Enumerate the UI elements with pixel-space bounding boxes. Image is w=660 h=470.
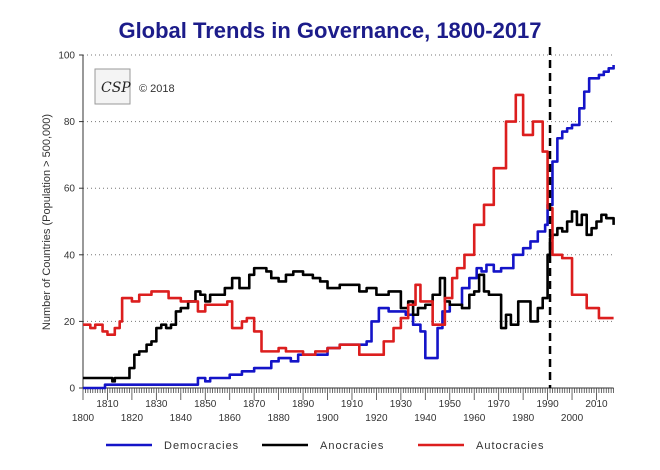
x-tick-label: 1950 [439, 399, 462, 410]
x-tick-label: 1860 [219, 413, 242, 424]
y-tick-label: 80 [64, 117, 76, 128]
logo-box [94, 68, 131, 105]
x-tick-label: 1960 [463, 413, 486, 424]
legend: Democracies Anocracies Autocracies [106, 440, 544, 452]
y-tick-label: 60 [64, 184, 76, 195]
x-tick-label: 1920 [365, 413, 388, 424]
x-tick-label: 1900 [316, 413, 339, 424]
x-tick-label: 1990 [536, 399, 559, 410]
x-tick-label: 1970 [488, 399, 511, 410]
x-tick-label: 1830 [145, 399, 168, 410]
x-tick-label: 1890 [292, 399, 315, 410]
x-tick-label: 1910 [341, 399, 364, 410]
series-line-anocracies [83, 210, 615, 383]
logo-text: CSP [101, 80, 131, 96]
series-line-democracies [83, 64, 615, 390]
axes: 0 20 40 60 80 100 1800 1820 1840 1860 1880 1900 1920… [58, 51, 614, 424]
x-tick-label: 1820 [121, 413, 144, 424]
x-tick-label: 2010 [585, 399, 608, 410]
x-tick-label: 1880 [267, 413, 290, 424]
x-tick-label: 1840 [170, 413, 193, 424]
copyright-text: © 2018 [139, 83, 175, 95]
x-tick-label: 1930 [390, 399, 413, 410]
x-tick-label: 1850 [194, 399, 217, 410]
y-tick-label: 0 [69, 384, 75, 395]
x-tick-label: 2000 [561, 413, 584, 424]
series-line-autocracies [83, 93, 614, 356]
x-tick-label: 1980 [512, 413, 535, 424]
x-tick-label: 1810 [96, 399, 119, 410]
x-tick-label: 1940 [414, 413, 437, 424]
legend-label-democracies: Democracies [164, 440, 239, 452]
y-tick-label: 100 [58, 51, 75, 62]
legend-label-autocracies: Autocracies [476, 440, 544, 452]
csp-logo: CSP [94, 68, 131, 105]
y-tick-label: 40 [64, 250, 76, 261]
gridlines [83, 54, 614, 322]
y-tick-label: 20 [64, 317, 76, 328]
y-axis-label: Number of Countries (Population > 500,00… [41, 114, 53, 330]
chart-title: Global Trends in Governance, 1800-2017 [118, 18, 541, 43]
legend-label-anocracies: Anocracies [320, 440, 384, 452]
series-lines [83, 64, 615, 390]
x-tick-label: 1870 [243, 399, 266, 410]
x-tick-label: 1800 [72, 413, 95, 424]
